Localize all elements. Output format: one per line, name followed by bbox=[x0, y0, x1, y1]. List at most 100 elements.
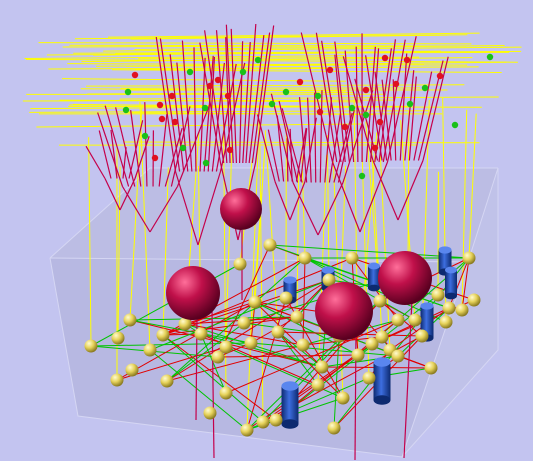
yellow-sphere bbox=[345, 251, 359, 265]
dendrite bbox=[386, 36, 417, 163]
dendrite bbox=[397, 160, 424, 221]
yellow-line bbox=[225, 134, 233, 348]
yellow-line bbox=[48, 66, 479, 70]
red-node bbox=[326, 66, 334, 74]
dendrite bbox=[98, 130, 112, 179]
yellow-sphere bbox=[365, 337, 379, 351]
dendrite bbox=[300, 128, 308, 182]
dendrite bbox=[334, 54, 346, 163]
synapse-link bbox=[277, 279, 330, 333]
synapse-link bbox=[149, 279, 330, 351]
yellow-sphere bbox=[219, 386, 233, 400]
yellow-sphere bbox=[455, 303, 469, 317]
yellow-line bbox=[117, 166, 121, 339]
yellow-line bbox=[134, 45, 505, 51]
yellow-line bbox=[108, 32, 480, 38]
yellow-sphere bbox=[362, 371, 376, 385]
dendrite bbox=[372, 160, 399, 221]
green-node bbox=[122, 106, 130, 114]
yellow-line bbox=[259, 142, 264, 423]
red-node bbox=[226, 146, 234, 154]
red-node bbox=[158, 115, 166, 123]
dendrite bbox=[251, 32, 271, 164]
yellow-sphere bbox=[111, 331, 125, 345]
dendrite bbox=[319, 90, 323, 183]
yellow-sphere bbox=[125, 363, 139, 377]
dendrite bbox=[267, 129, 280, 182]
dendrite bbox=[399, 53, 408, 161]
dendrite bbox=[381, 79, 392, 161]
dendrite bbox=[274, 181, 291, 221]
dendrite bbox=[359, 161, 389, 233]
dendrite bbox=[289, 128, 293, 182]
yellow-sphere bbox=[290, 310, 304, 324]
yellow-sphere bbox=[442, 301, 456, 315]
red-node bbox=[224, 92, 232, 100]
dendrite bbox=[97, 112, 124, 187]
dendrite bbox=[374, 71, 388, 161]
yellow-sphere bbox=[391, 349, 405, 363]
yellow-sphere bbox=[233, 257, 247, 271]
yellow-line bbox=[26, 58, 518, 63]
yellow-sphere bbox=[351, 348, 365, 362]
yellow-line bbox=[296, 172, 300, 318]
yellow-line bbox=[246, 119, 260, 431]
yellow-sphere bbox=[298, 251, 312, 265]
yellow-line bbox=[123, 141, 480, 144]
yellow-sphere bbox=[279, 291, 293, 305]
yellow-sphere bbox=[84, 339, 98, 353]
dendrite bbox=[211, 62, 225, 172]
synapse-link bbox=[166, 344, 304, 382]
cylinder-node bbox=[373, 357, 391, 405]
red-node bbox=[376, 118, 384, 126]
dendrite bbox=[242, 42, 251, 164]
dendrite bbox=[304, 117, 317, 182]
red-node bbox=[341, 123, 349, 131]
dendrite bbox=[333, 112, 353, 183]
green-node bbox=[358, 172, 366, 180]
dendrite bbox=[254, 25, 275, 164]
red-node bbox=[436, 72, 444, 80]
synapse-link bbox=[250, 342, 399, 357]
dendrite bbox=[197, 171, 222, 246]
synapse-link bbox=[129, 316, 298, 321]
dendrite bbox=[115, 107, 136, 187]
yellow-sphere bbox=[391, 313, 405, 327]
dendrite bbox=[315, 32, 338, 163]
synapse-link bbox=[116, 301, 256, 381]
yellow-sphere bbox=[160, 374, 174, 388]
yellow-line bbox=[332, 161, 344, 399]
synapse-link bbox=[254, 301, 323, 368]
dendrite bbox=[374, 48, 392, 163]
yellow-sphere bbox=[178, 317, 192, 331]
yellow-sphere bbox=[269, 413, 283, 427]
dendrite bbox=[181, 40, 193, 172]
cylinder-node bbox=[281, 381, 299, 429]
large-neurons bbox=[166, 188, 432, 340]
red-node bbox=[131, 71, 139, 79]
synapse-link bbox=[217, 354, 359, 358]
yellow-line bbox=[103, 46, 522, 52]
synapse-link bbox=[217, 244, 271, 358]
yellow-sphere bbox=[315, 360, 329, 374]
yellow-sphere bbox=[256, 415, 270, 429]
dendrite bbox=[215, 30, 228, 164]
dendrite bbox=[334, 41, 351, 163]
yellow-line bbox=[24, 55, 347, 60]
yellow-sphere bbox=[375, 330, 389, 344]
dendrite bbox=[104, 105, 130, 187]
dendrite bbox=[286, 138, 289, 182]
red-node bbox=[206, 82, 214, 90]
green-node bbox=[201, 104, 209, 112]
green-node bbox=[282, 88, 290, 96]
yellow-sphere bbox=[156, 328, 170, 342]
dendrite bbox=[169, 54, 185, 172]
green-node bbox=[186, 68, 194, 76]
dendrite bbox=[369, 48, 380, 163]
red-node bbox=[171, 118, 179, 126]
dendrite bbox=[295, 127, 307, 182]
dendrite bbox=[149, 186, 179, 233]
red-node bbox=[214, 76, 222, 84]
synapse-link bbox=[149, 349, 248, 431]
